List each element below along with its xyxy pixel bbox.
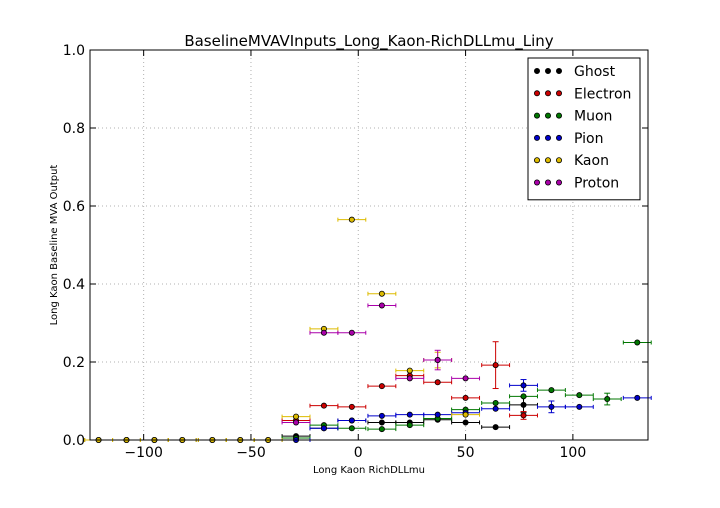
- data-point: [492, 362, 499, 369]
- legend-label-proton: Proton: [574, 176, 619, 192]
- legend-marker: [545, 157, 552, 164]
- data-point: [348, 403, 355, 410]
- legend-marker: [545, 90, 552, 97]
- y-tick-label: 1.0: [63, 43, 85, 59]
- data-point: [548, 403, 555, 410]
- legend-box: [527, 57, 641, 201]
- y-tick-label: 0.6: [63, 199, 85, 215]
- legend-marker: [534, 179, 541, 186]
- legend-marker: [545, 179, 552, 186]
- y-tick-label: 0.2: [63, 355, 85, 371]
- data-point: [348, 417, 355, 424]
- legend-marker: [556, 68, 563, 75]
- data-point: [462, 411, 469, 418]
- plot-frame: [89, 49, 649, 441]
- data-point: [293, 419, 300, 426]
- data-point: [378, 302, 385, 309]
- data-point: [348, 216, 355, 223]
- data-point: [378, 419, 385, 426]
- data-point: [462, 375, 469, 382]
- legend-marker: [556, 90, 563, 97]
- data-point: [604, 396, 611, 403]
- data-point: [576, 403, 583, 410]
- data-point: [576, 392, 583, 399]
- data-point: [634, 394, 641, 401]
- data-point: [378, 426, 385, 433]
- chart-title: BaselineMVAVInputs_Long_Kaon-RichDLLmu_L…: [184, 32, 553, 51]
- y-axis-label: Long Kaon Baseline MVA Output: [49, 165, 60, 326]
- data-point: [520, 393, 527, 400]
- data-point: [320, 402, 327, 409]
- legend-marker: [545, 68, 552, 75]
- legend-marker: [556, 134, 563, 141]
- data-point: [520, 412, 527, 419]
- data-point: [406, 411, 413, 418]
- data-point: [462, 394, 469, 401]
- data-point: [378, 383, 385, 390]
- y-tick-label: 0.8: [63, 121, 85, 137]
- x-tick-label: 50: [457, 445, 475, 461]
- data-point: [520, 382, 527, 389]
- legend: Ghost Electron Muon Pion Kaon Proton: [527, 57, 641, 201]
- data-point: [406, 375, 413, 382]
- legend-label-ghost: Ghost: [574, 64, 616, 80]
- data-point: [378, 412, 385, 419]
- legend-marker: [545, 134, 552, 141]
- legend-marker: [534, 112, 541, 119]
- x-tick-label: 0: [354, 445, 363, 461]
- data-point: [406, 422, 413, 429]
- legend-label-kaon: Kaon: [574, 153, 609, 169]
- data-point: [492, 405, 499, 412]
- legend-marker: [556, 112, 563, 119]
- data-point: [348, 425, 355, 432]
- legend-marker: [534, 68, 541, 75]
- x-tick-label: −100: [124, 445, 162, 461]
- legend-marker: [534, 90, 541, 97]
- legend-label-electron: Electron: [574, 86, 631, 102]
- data-point: [548, 387, 555, 394]
- data-point: [293, 413, 300, 420]
- data-point: [462, 419, 469, 426]
- y-tick-label: 0.0: [63, 433, 85, 449]
- data-point: [492, 424, 499, 431]
- legend-label-pion: Pion: [574, 131, 603, 147]
- legend-marker: [534, 157, 541, 164]
- legend-label-muon: Muon: [574, 109, 612, 125]
- series-muon: [281, 339, 652, 442]
- data-point: [634, 339, 641, 346]
- data-point: [406, 367, 413, 374]
- y-tick-label: 0.4: [63, 277, 85, 293]
- data-point: [434, 379, 441, 386]
- data-point: [520, 401, 527, 408]
- data-point: [434, 411, 441, 418]
- legend-marker: [534, 134, 541, 141]
- legend-marker: [556, 179, 563, 186]
- x-axis-label: Long Kaon RichDLLmu: [313, 465, 425, 476]
- legend-marker: [556, 157, 563, 164]
- legend-marker: [545, 112, 552, 119]
- axes: −100 −50 0 50 100 0.0 0.2 0.4 0.6 0.8 1.0: [63, 43, 648, 461]
- data-point: [320, 329, 327, 336]
- data-point: [320, 425, 327, 432]
- x-tick-label: 100: [560, 445, 587, 461]
- data-series-layer: [84, 216, 652, 443]
- series-proton: [281, 302, 481, 426]
- data-point: [378, 290, 385, 297]
- data-point: [434, 357, 441, 364]
- x-tick-label: −50: [236, 445, 266, 461]
- data-point: [348, 329, 355, 336]
- data-point: [492, 399, 499, 406]
